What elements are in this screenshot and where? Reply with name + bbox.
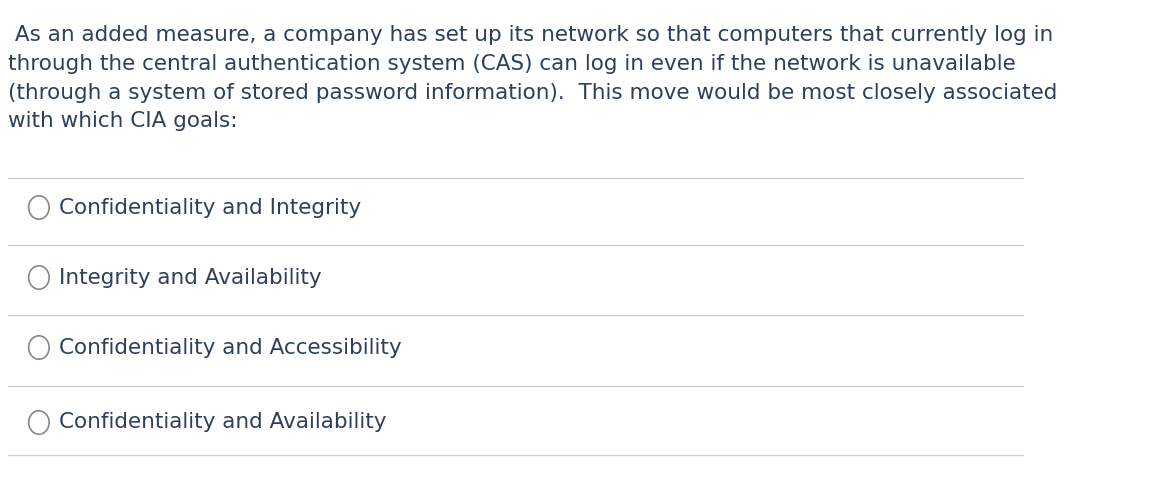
Text: Confidentiality and Accessibility: Confidentiality and Accessibility (60, 338, 402, 357)
Text: Confidentiality and Availability: Confidentiality and Availability (60, 412, 387, 432)
Text: Integrity and Availability: Integrity and Availability (60, 268, 322, 287)
Text: Confidentiality and Integrity: Confidentiality and Integrity (60, 198, 361, 218)
Text: As an added measure, a company has set up its network so that computers that cur: As an added measure, a company has set u… (8, 25, 1057, 132)
